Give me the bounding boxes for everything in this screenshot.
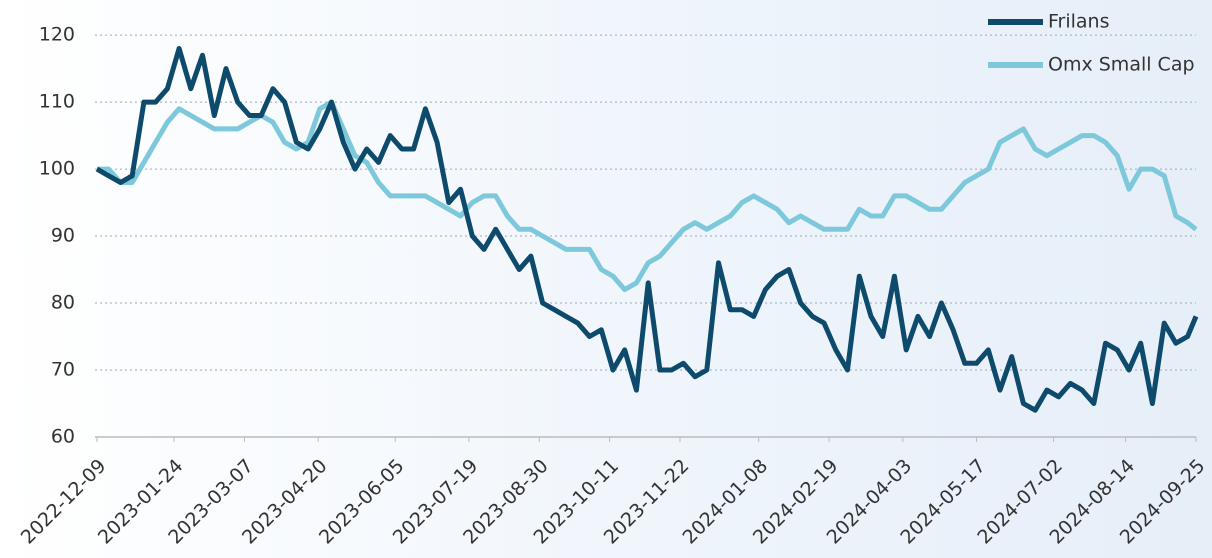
y-tick-label: 120 (39, 24, 75, 46)
line-series (95, 46, 1199, 413)
y-tick-label: 80 (51, 292, 75, 314)
legend-label: Omx Small Cap (1048, 54, 1195, 76)
legend-label: Frilans (1048, 11, 1110, 33)
y-tick-label: 110 (39, 91, 75, 113)
y-tick-label: 90 (51, 225, 75, 247)
y-tick-label: 100 (39, 158, 75, 180)
y-tick-label: 60 (51, 426, 75, 448)
line-series (97, 99, 1198, 293)
y-tick-label: 70 (51, 359, 75, 381)
